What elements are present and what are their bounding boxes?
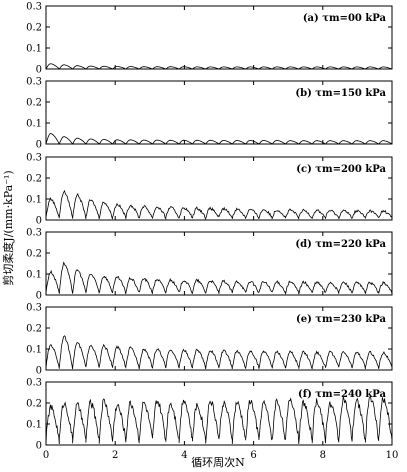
panel-frame [45, 306, 393, 371]
x-tick-labels: 0 2 4 6 8 10 [43, 450, 399, 461]
x-tick-label: 6 [250, 450, 256, 461]
panel-frame [45, 381, 393, 446]
series-line [45, 261, 393, 295]
y-tick-label: 0.2 [26, 98, 42, 109]
panel-label: (d) τm=220 kPa [295, 239, 386, 250]
series-line [45, 335, 393, 370]
y-tick-label: 0.1 [26, 345, 42, 356]
y-tick-label: 0 [36, 291, 42, 302]
series-line [45, 395, 393, 445]
y-tick-label: 0 [36, 65, 42, 76]
y-tick-label: 0.1 [26, 420, 42, 431]
panel-label: (f) τm=240 kPa [298, 389, 386, 400]
y-tick-label: 0.2 [26, 249, 42, 260]
panel-3: 0 0.1 0.2 0.3 (d) τm=220 kPa [26, 228, 393, 302]
panel-1: 0 0.1 0.2 0.3 (b) τm=150 kPa [26, 77, 393, 151]
y-tick-label: 0.1 [26, 270, 42, 281]
y-tick-label: 0.3 [26, 228, 42, 239]
y-tick-label: 0.3 [26, 153, 42, 164]
panel-frame [45, 156, 393, 221]
y-tick-label: 0 [36, 366, 42, 377]
series-line [45, 189, 393, 221]
x-tick-label: 4 [181, 450, 187, 461]
y-tick-label: 0.1 [26, 195, 42, 206]
panel-4: 0 0.1 0.2 0.3 (e) τm=230 kPa [26, 303, 393, 377]
y-tick-label: 0.1 [26, 119, 42, 130]
y-tick-label: 0.3 [26, 77, 42, 88]
panel-5: 0 0.1 0.2 0.3 (f) τm=240 kPa [26, 378, 393, 452]
series-line [45, 133, 393, 145]
series-line [45, 63, 393, 70]
y-tick-label: 0.3 [26, 2, 42, 13]
panel-label: (c) τm=200 kPa [296, 164, 386, 175]
y-axis-label: 剪切柔度J/(mm·kPa⁻¹) [1, 170, 15, 285]
panel-label: (a) τm=00 kPa [303, 13, 387, 24]
y-tick-label: 0.1 [26, 44, 42, 55]
x-axis-label: 循环周次N [191, 455, 245, 469]
panel-0: 0 0.1 0.2 0.3 (a) τm=00 kPa [26, 2, 393, 76]
y-tick-label: 0.2 [26, 399, 42, 410]
y-tick-label: 0.2 [26, 23, 42, 34]
panels: 0 0.1 0.2 0.3 (a) τm=00 kPa 0 0.1 0.2 0.3 (b) τm=… [26, 2, 393, 452]
y-tick-label: 0.2 [26, 324, 42, 335]
panel-label: (e) τm=230 kPa [296, 314, 387, 325]
y-tick-label: 0 [36, 441, 42, 452]
x-tick-label: 8 [320, 450, 326, 461]
y-tick-label: 0.3 [26, 378, 42, 389]
panel-2: 0 0.1 0.2 0.3 (c) τm=200 kPa [26, 153, 393, 227]
y-tick-label: 0.3 [26, 303, 42, 314]
x-tick-label: 2 [112, 450, 118, 461]
y-tick-label: 0.2 [26, 174, 42, 185]
y-tick-label: 0 [36, 140, 42, 151]
x-tick-label: 0 [43, 450, 49, 461]
panel-frame [45, 231, 393, 296]
panel-label: (b) τm=150 kPa [295, 88, 386, 99]
x-tick-label: 10 [386, 450, 399, 461]
y-tick-label: 0 [36, 216, 42, 227]
